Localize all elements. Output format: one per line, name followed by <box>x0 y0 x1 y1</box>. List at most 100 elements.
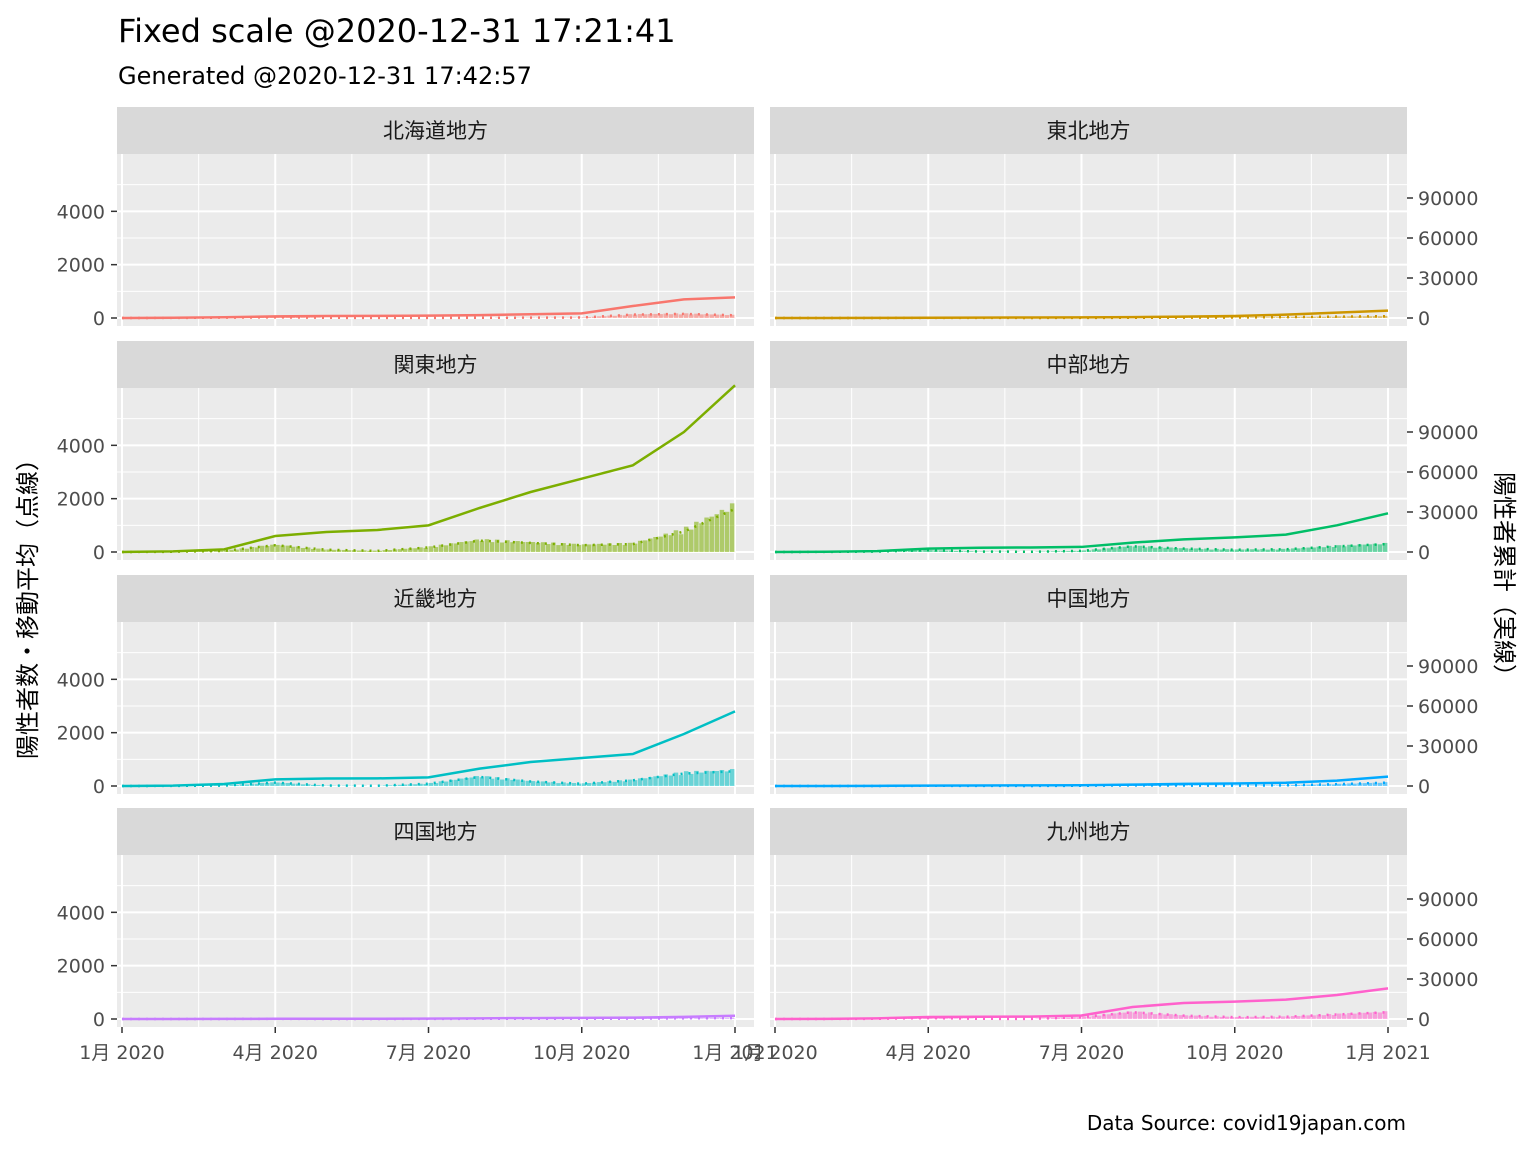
plot-background <box>117 154 754 326</box>
daily-count-bar <box>1071 550 1076 552</box>
daily-count-bar <box>699 523 704 552</box>
daily-count-bar <box>912 550 918 552</box>
daily-count-bar <box>1260 549 1265 552</box>
daily-count-bar <box>1270 1016 1276 1019</box>
daily-count-bar <box>724 315 730 318</box>
daily-count-bar <box>653 537 658 552</box>
daily-count-bar <box>510 779 515 786</box>
daily-count-bar <box>346 550 352 552</box>
daily-count-bar <box>1321 316 1327 318</box>
daily-count-bar <box>484 776 490 786</box>
daily-count-bar <box>1260 785 1265 786</box>
y-right-tick-label: 60000 <box>1418 462 1478 484</box>
daily-count-bar <box>1188 1015 1194 1019</box>
daily-count-bar <box>1163 785 1168 786</box>
daily-count-bar <box>694 1018 699 1019</box>
y-left-tick-label: 4000 <box>57 435 105 457</box>
facet-strip-label: 関東地方 <box>394 353 478 377</box>
daily-count-bar <box>1066 551 1071 552</box>
facet-panels: 北海道地方 0 2000 4000 東北地方 0 30000 60000 90000 関東地方 0 2… <box>57 107 1478 1064</box>
daily-count-bar <box>1142 1013 1148 1019</box>
daily-count-bar <box>704 517 709 552</box>
daily-count-bar <box>622 781 628 786</box>
daily-count-bar <box>362 550 367 552</box>
daily-count-bar <box>907 550 913 552</box>
daily-count-bar <box>413 784 418 786</box>
daily-count-bar <box>433 547 439 552</box>
daily-count-bar <box>571 543 577 552</box>
daily-count-bar <box>316 784 321 786</box>
facet-strip-label: 東北地方 <box>1047 119 1131 143</box>
daily-count-bar <box>1306 1015 1311 1019</box>
daily-count-bar <box>275 544 280 552</box>
daily-count-bar <box>1260 1016 1265 1019</box>
daily-count-bar <box>668 775 674 786</box>
daily-count-bar <box>510 542 515 552</box>
daily-count-bar <box>597 543 602 552</box>
daily-count-bar <box>1372 1011 1378 1019</box>
daily-count-bar <box>489 778 495 786</box>
daily-count-bar <box>1239 1016 1245 1019</box>
daily-count-bar <box>1153 547 1158 552</box>
daily-count-bar <box>1316 1014 1321 1019</box>
daily-count-bar <box>443 781 449 786</box>
daily-count-bar <box>943 550 949 552</box>
daily-count-bar <box>326 785 331 786</box>
y-right-tick-label: 90000 <box>1418 889 1478 911</box>
daily-count-bar <box>229 784 234 786</box>
facet-strip-label: 四国地方 <box>394 820 478 844</box>
plot-background <box>770 622 1407 794</box>
daily-count-bar <box>1367 316 1373 318</box>
daily-count-bar <box>948 1018 954 1019</box>
daily-count-bar <box>1280 1016 1286 1019</box>
daily-count-bar <box>1265 317 1270 318</box>
cumulative-line <box>121 710 736 788</box>
daily-count-bar <box>1336 1013 1342 1019</box>
x-tick-label: 10月 2020 <box>533 1042 631 1064</box>
daily-count-bar <box>1362 1012 1367 1019</box>
daily-count-bar <box>1290 316 1296 318</box>
daily-count-bar <box>1331 316 1337 318</box>
daily-count-bar <box>943 1018 949 1019</box>
daily-count-bar <box>653 776 658 786</box>
daily-count-bar <box>683 313 689 318</box>
y-right-tick-label: 0 <box>1418 776 1430 798</box>
daily-count-bar <box>1347 316 1352 318</box>
y-right-tick-label: 30000 <box>1418 502 1478 524</box>
daily-count-bar <box>290 546 296 552</box>
daily-count-bar <box>530 542 536 552</box>
facet-strip-label: 九州地方 <box>1047 820 1131 844</box>
daily-count-bar <box>597 316 602 318</box>
daily-count-bar <box>443 545 449 552</box>
daily-count-bar <box>1382 315 1388 318</box>
daily-count-bar <box>469 777 474 786</box>
daily-count-bar <box>387 785 393 786</box>
y-right-tick-label: 90000 <box>1418 188 1478 210</box>
daily-count-bar <box>1122 1012 1127 1019</box>
daily-count-bar <box>1275 1016 1281 1019</box>
data-source-caption: Data Source: covid19japan.com <box>1087 1111 1406 1135</box>
daily-count-bar <box>275 782 280 786</box>
y-left-tick-label: 2000 <box>57 723 105 745</box>
daily-count-bar <box>300 547 306 552</box>
daily-count-bar <box>1306 784 1311 786</box>
daily-count-bar <box>203 551 209 552</box>
daily-count-bar <box>402 784 408 786</box>
facet-strip <box>770 575 1407 622</box>
daily-count-bar <box>1265 1017 1270 1019</box>
daily-count-bar <box>540 542 546 552</box>
daily-count-bar <box>948 550 954 552</box>
daily-count-bar <box>1127 545 1132 552</box>
daily-count-bar <box>1050 1018 1056 1019</box>
daily-count-bar <box>637 540 643 552</box>
daily-count-bar <box>285 545 290 552</box>
daily-count-bar <box>1250 549 1255 552</box>
daily-count-bar <box>571 317 577 318</box>
daily-count-bar <box>1336 783 1342 786</box>
daily-count-bar <box>602 316 607 318</box>
daily-count-bar <box>1347 783 1352 786</box>
facet-strip-label: 中国地方 <box>1047 587 1131 611</box>
daily-count-bar <box>423 783 428 786</box>
daily-count-bar <box>964 551 969 552</box>
